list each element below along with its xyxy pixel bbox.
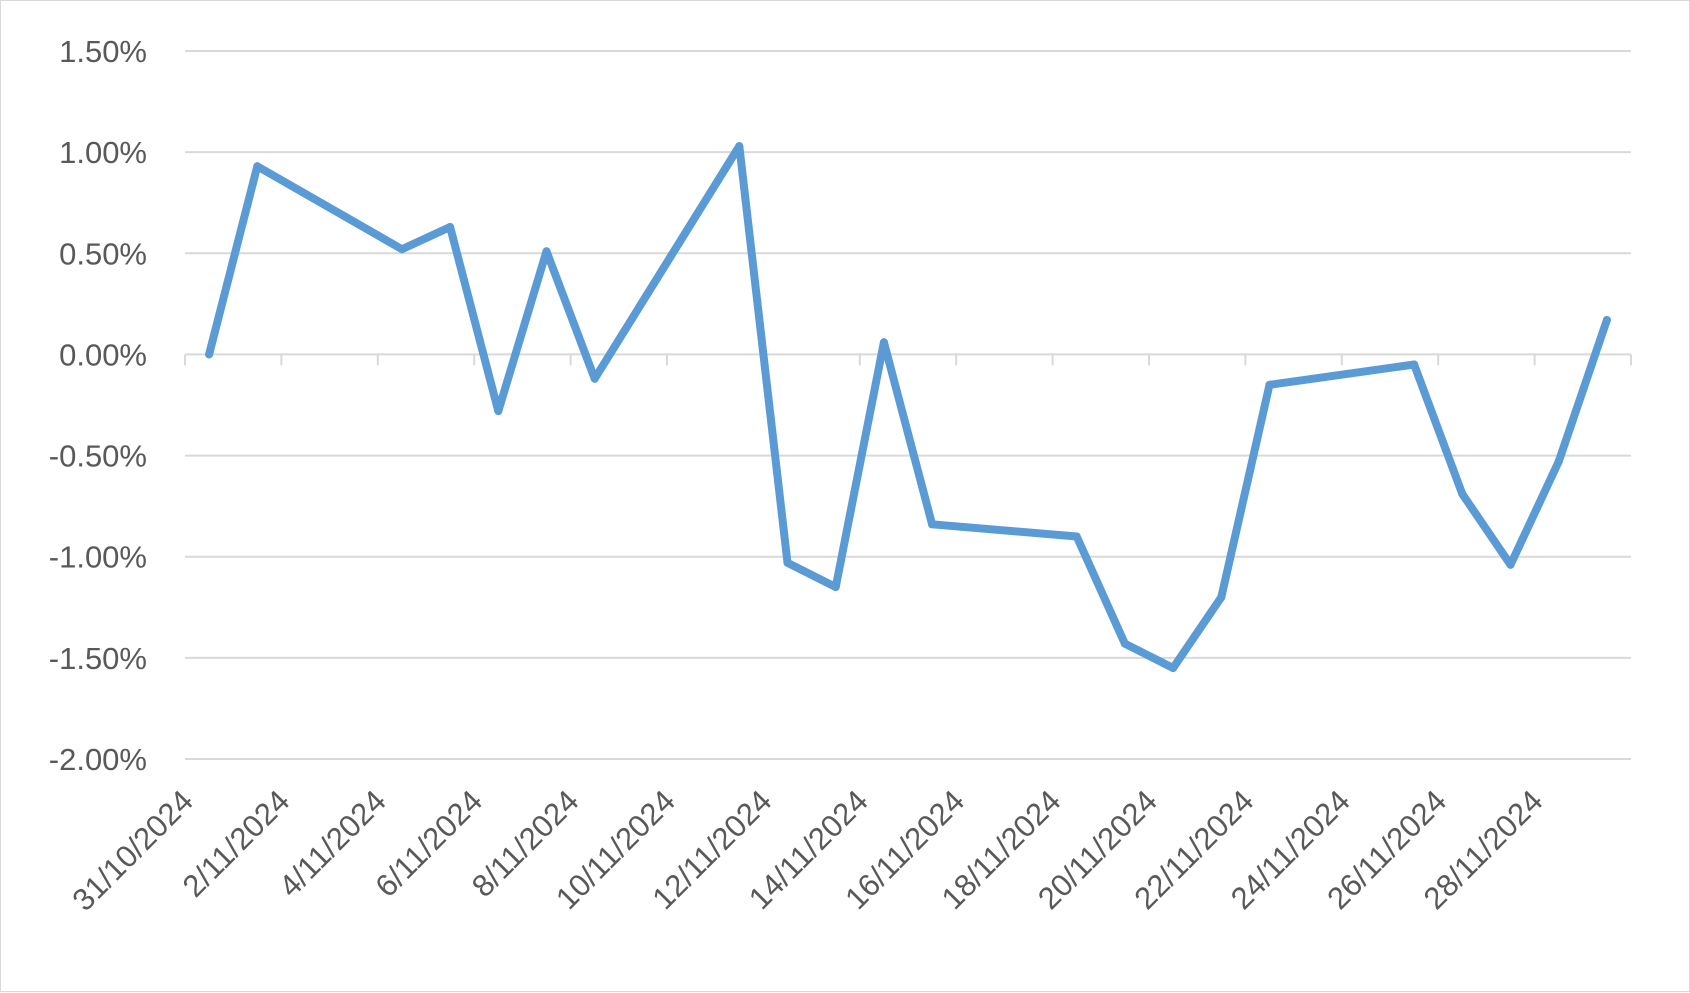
- gridlines: [185, 50, 1631, 760]
- series-line: [205, 142, 1611, 672]
- data-point: [590, 374, 599, 383]
- y-tick-label: 1.00%: [59, 135, 147, 170]
- data-point: [205, 350, 214, 359]
- data-point: [253, 162, 262, 171]
- data-point: [1169, 664, 1178, 672]
- series-layer: [205, 142, 1611, 672]
- data-point: [446, 223, 455, 231]
- data-point: [397, 245, 406, 254]
- data-point: [542, 247, 551, 256]
- data-point: [1217, 593, 1226, 602]
- data-point: [1602, 316, 1611, 324]
- x-tick-label: 31/10/2024: [65, 783, 199, 917]
- data-point: [494, 407, 503, 416]
- y-tick-label: 0.50%: [59, 236, 147, 271]
- data-point: [1410, 360, 1419, 369]
- data-point: [1554, 457, 1563, 466]
- data-point: [879, 338, 888, 347]
- y-tick-label: -2.00%: [49, 742, 147, 777]
- y-tick-label: -0.50%: [49, 439, 147, 474]
- data-point: [1458, 490, 1467, 498]
- y-tick-label: -1.50%: [49, 641, 147, 676]
- data-point: [735, 142, 744, 151]
- x-axis-labels: 31/10/20242/11/20244/11/20246/11/20248/1…: [65, 783, 1549, 917]
- data-point: [1265, 380, 1274, 389]
- data-point: [928, 520, 937, 529]
- data-point: [783, 558, 792, 567]
- y-tick-label: -1.00%: [49, 540, 147, 575]
- data-point: [1506, 560, 1515, 569]
- y-tick-label: 0.00%: [59, 337, 147, 372]
- y-tick-label: 1.50%: [59, 34, 147, 69]
- data-point: [831, 583, 840, 592]
- data-point: [1072, 532, 1081, 541]
- x-axis: [184, 354, 1632, 366]
- y-axis-labels: 1.50% 1.00% 0.50% 0.00% -0.50% -1.00% -1.50% -2…: [49, 34, 147, 777]
- data-point: [1120, 639, 1129, 648]
